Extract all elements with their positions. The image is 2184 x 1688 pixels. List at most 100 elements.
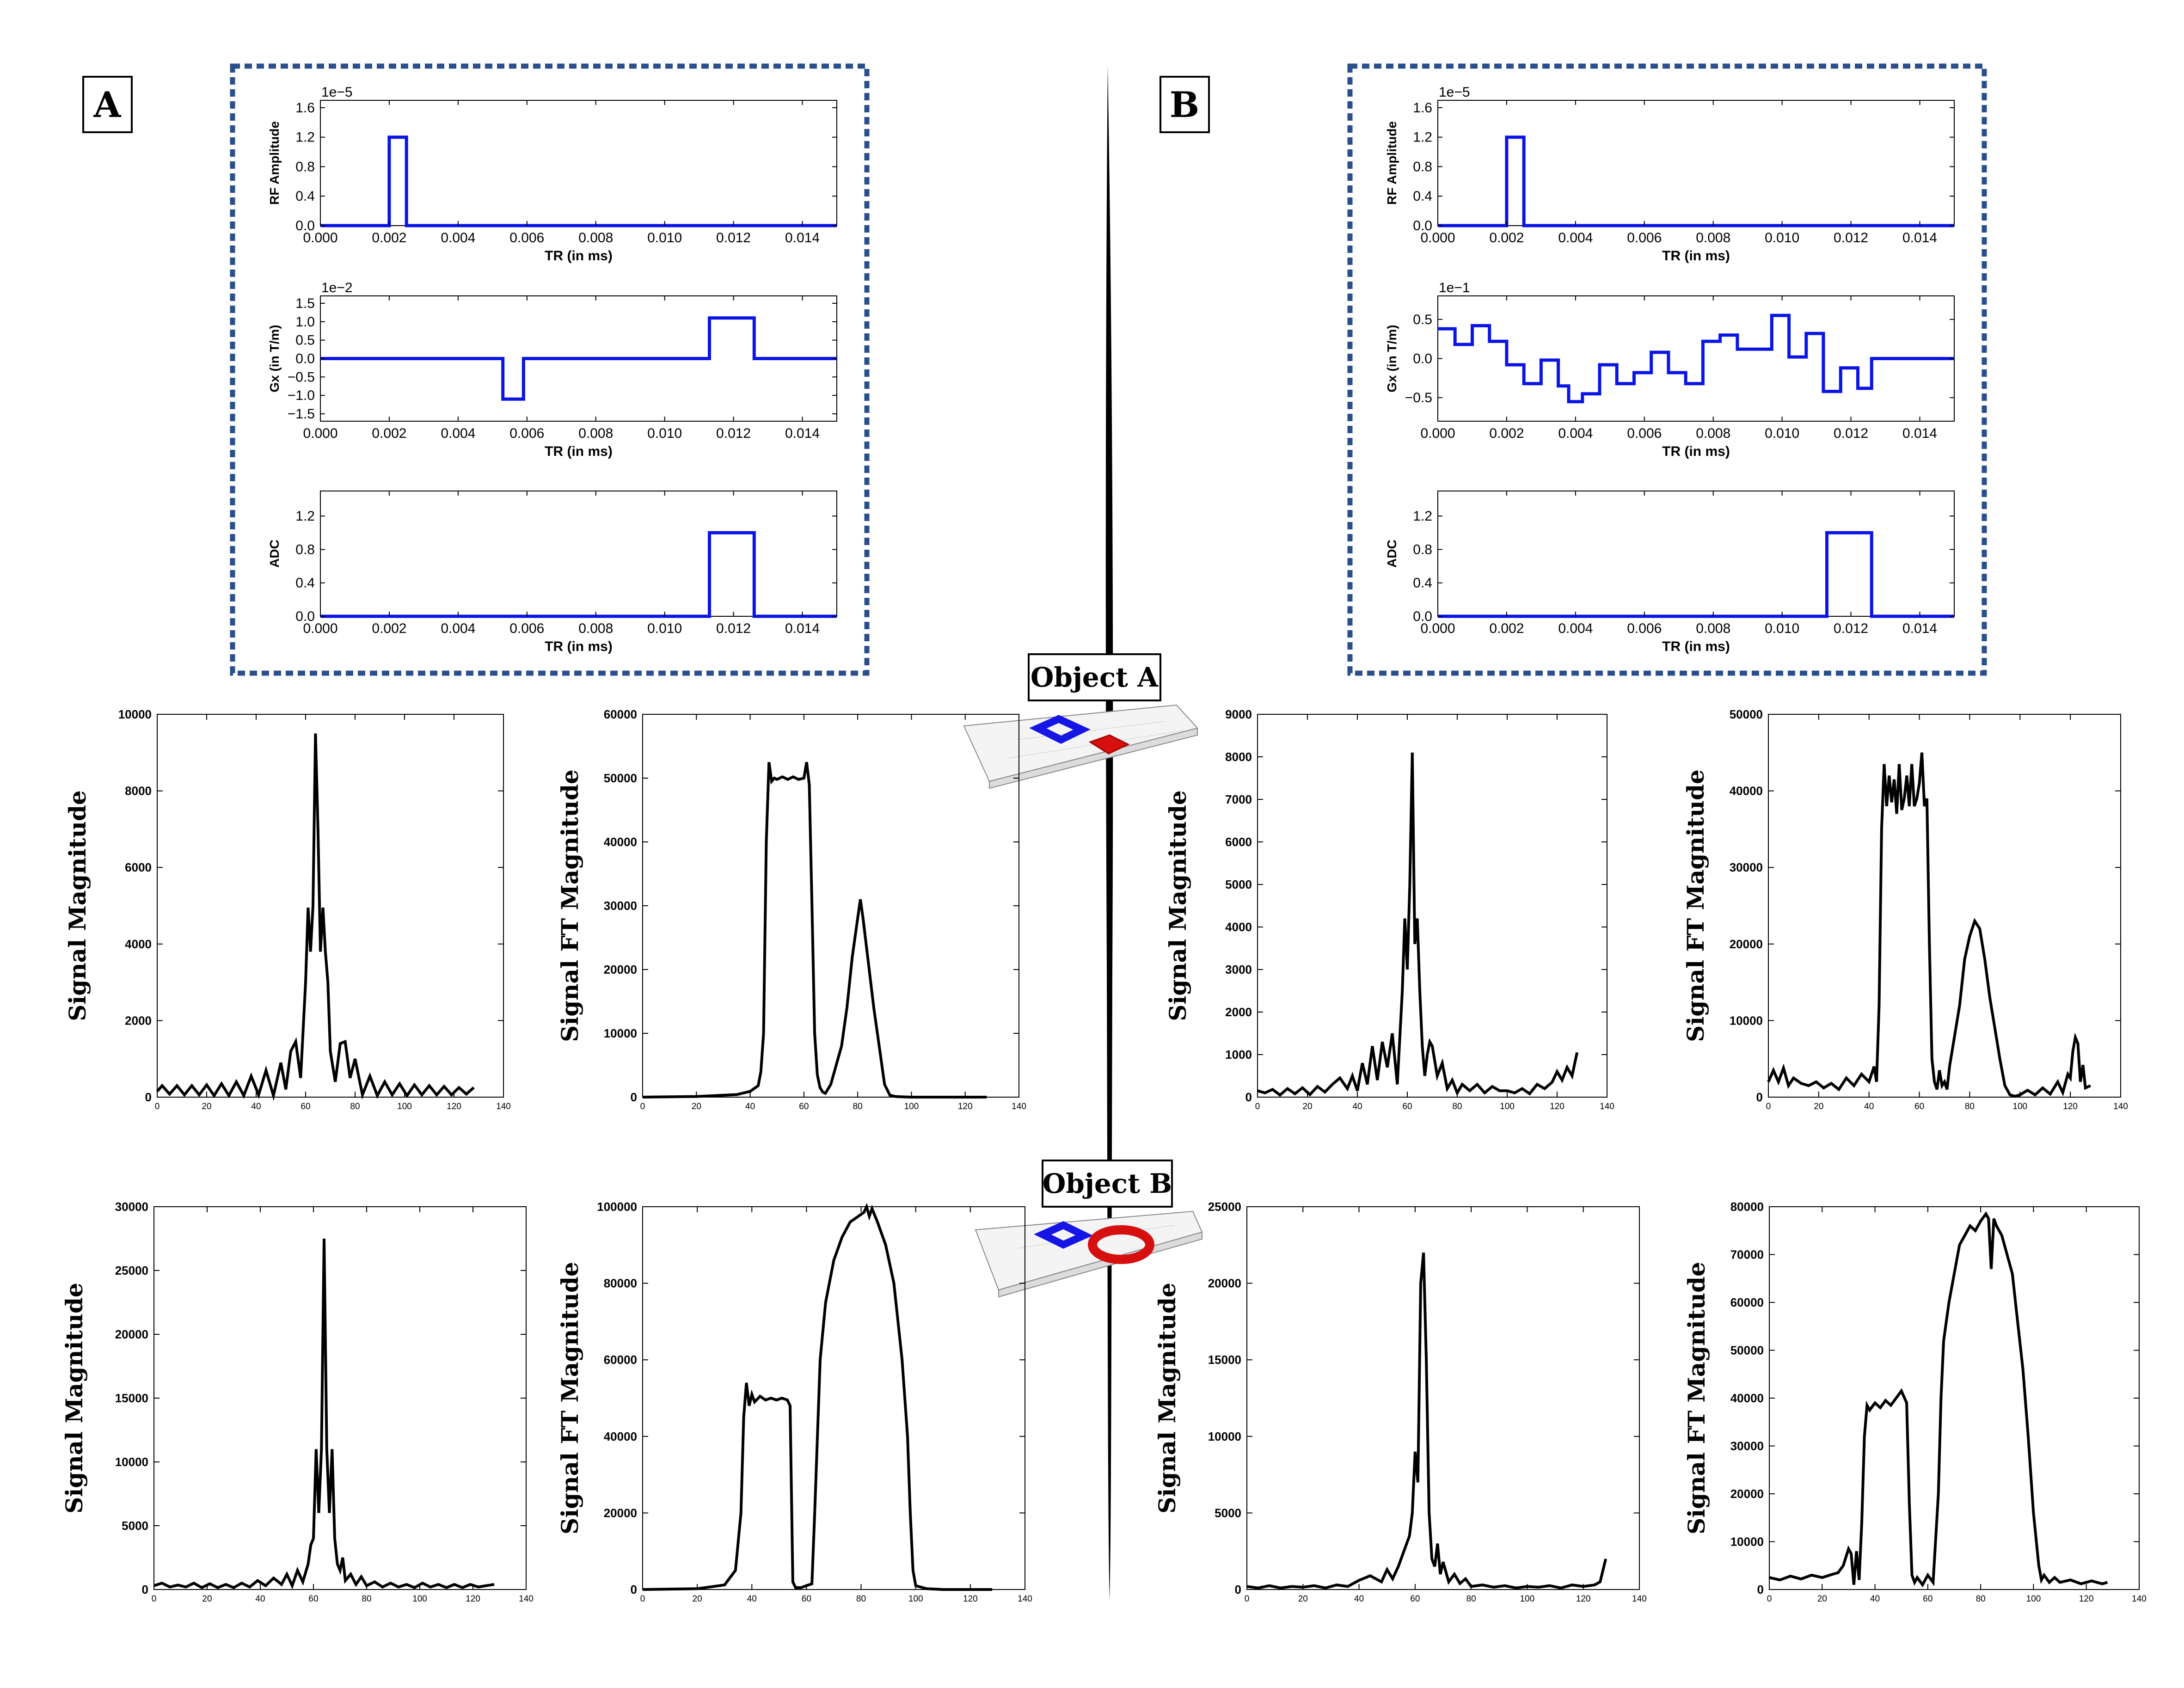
- y-tick-label: 1.2: [1413, 509, 1432, 524]
- y-tick-label: 0: [1757, 1583, 1764, 1596]
- x-tick-label: 60: [1402, 1102, 1412, 1111]
- x-tick-label: 20: [1817, 1594, 1827, 1604]
- plot-frame: [1769, 1206, 2140, 1590]
- x-tick-label: 0.004: [441, 230, 475, 246]
- x-tick-label: 0.002: [1489, 426, 1524, 441]
- y-tick-label: 1.5: [295, 296, 315, 311]
- x-tick-label: 0.008: [578, 621, 613, 636]
- y-tick-label: 1.2: [295, 509, 315, 524]
- chart-seqB_gx: 0.000 0.002 0.004 0.006 0.008 0.010 0.012 0.014…: [1385, 280, 1955, 459]
- x-tick-label: 0: [1767, 1594, 1772, 1604]
- x-tick-label: 100: [2012, 1102, 2027, 1111]
- x-axis-label: TR (in ms): [1662, 444, 1730, 459]
- y-axis-label: ADC: [1385, 540, 1399, 568]
- panel-label-a: A: [93, 84, 122, 125]
- series-line: [320, 135, 837, 227]
- y-tick-label: 50000: [1730, 1344, 1764, 1357]
- y-tick-label: 60000: [1730, 1295, 1764, 1309]
- x-tick-label: 40: [255, 1594, 265, 1604]
- y-tick-label: 40000: [1730, 1391, 1764, 1405]
- y-tick-label: 0: [631, 1583, 637, 1596]
- y-axis-label: RF Amplitude: [1385, 121, 1399, 205]
- x-tick-label: 0.014: [785, 230, 820, 246]
- x-tick-label: 0.000: [303, 230, 337, 246]
- x-tick-label: 0: [155, 1102, 160, 1111]
- y-tick-label: 20000: [115, 1327, 148, 1341]
- y-tick-label: 0.0: [1413, 351, 1432, 367]
- y-tick-label: 6000: [1225, 835, 1252, 849]
- y-tick-label: 0: [1756, 1090, 1763, 1104]
- y-axis-label: RF Amplitude: [267, 121, 282, 205]
- y-tick-label: 60000: [604, 1353, 637, 1367]
- y-tick-label: 8000: [1225, 750, 1252, 764]
- x-tick-label: 0.006: [509, 230, 544, 246]
- x-tick-label: 60: [802, 1594, 811, 1604]
- x-tick-label: 0.000: [1420, 621, 1455, 636]
- y-tick-label: 0.8: [1413, 159, 1432, 174]
- y-tick-label: 20000: [1730, 1487, 1764, 1501]
- y-tick-label: 2000: [125, 1013, 152, 1027]
- x-tick-label: 80: [362, 1594, 371, 1604]
- y-tick-label: 10000: [1730, 1013, 1763, 1027]
- y-axis-label: Signal FT Magnitude: [556, 1262, 583, 1535]
- x-axis-label: TR (in ms): [545, 248, 613, 264]
- y-axis-label: Gx (in T/m): [1385, 325, 1399, 392]
- series-line: [1438, 135, 1954, 227]
- y-tick-label: 4000: [1225, 920, 1252, 934]
- chart-seqA_gx: 0.000 0.002 0.004 0.006 0.008 0.010 0.012 0.014…: [267, 280, 837, 459]
- y-axis-label: Signal FT Magnitude: [556, 769, 583, 1042]
- x-tick-label: 0.012: [716, 426, 751, 441]
- y-tick-label: 0.4: [295, 189, 315, 204]
- y-tick-label: 0.4: [1413, 189, 1432, 204]
- y-axis-label: Signal Magnitude: [1153, 1283, 1181, 1514]
- x-tick-label: 40: [1864, 1102, 1874, 1111]
- x-tick-label: 60: [1923, 1594, 1932, 1604]
- x-tick-label: 40: [1352, 1102, 1362, 1111]
- plot-frame: [320, 491, 837, 617]
- x-tick-label: 100: [1520, 1594, 1535, 1604]
- plot-frame: [157, 714, 504, 1098]
- object-b-label: Object B: [1043, 1168, 1172, 1199]
- x-tick-label: 0.008: [578, 230, 613, 246]
- y-tick-label: −0.5: [288, 369, 315, 385]
- y-tick-label: 20000: [1730, 937, 1763, 951]
- x-tick-label: 140: [1632, 1594, 1647, 1604]
- x-tick-label: 140: [2132, 1594, 2147, 1604]
- y-tick-label: 0.0: [295, 218, 315, 233]
- y-tick-label: −1.0: [288, 388, 315, 403]
- y-tick-label: 10000: [1730, 1535, 1764, 1549]
- x-tick-label: 100: [908, 1594, 923, 1604]
- y-tick-label: 0: [1245, 1090, 1252, 1104]
- chart-sigB_objB: 0 20 40 60 80 100 120 140 0 5000 10000 15000 20000 25…: [1153, 1200, 1647, 1604]
- y-tick-label: 50000: [604, 771, 637, 785]
- x-tick-label: 0.006: [1627, 230, 1662, 246]
- y-tick-label: 0: [1235, 1583, 1241, 1596]
- y-axis-label: Signal Magnitude: [61, 1283, 88, 1514]
- x-tick-label: 0.000: [303, 426, 337, 441]
- x-tick-label: 0.010: [647, 621, 682, 636]
- y-tick-label: 0: [145, 1090, 152, 1104]
- y-tick-label: 3000: [1225, 963, 1252, 976]
- x-tick-label: 0: [640, 1594, 645, 1604]
- y-tick-label: 30000: [115, 1200, 148, 1214]
- axis-exponent: 1e−2: [321, 280, 353, 295]
- x-tick-label: 0.006: [509, 426, 544, 441]
- series-line: [1767, 752, 2091, 1098]
- chart-seqA_adc: 0.000 0.002 0.004 0.006 0.008 0.010 0.012 0.014…: [267, 491, 837, 654]
- chart-sigB_objA: 0 20 40 60 80 100 120 140 0 1000 2000 3000 4000 5000 6…: [1164, 707, 1614, 1111]
- y-tick-label: 30000: [1730, 860, 1763, 874]
- x-tick-label: 0.006: [1627, 621, 1662, 636]
- x-tick-label: 0.004: [1558, 230, 1593, 246]
- x-tick-label: 120: [2063, 1102, 2078, 1111]
- object-b-3d-render: [975, 1210, 1203, 1298]
- x-tick-label: 0.004: [1558, 426, 1593, 441]
- y-tick-label: 2000: [1225, 1005, 1252, 1019]
- x-tick-label: 80: [350, 1102, 360, 1111]
- x-tick-label: 0.010: [647, 426, 682, 441]
- x-tick-label: 0.012: [716, 621, 751, 636]
- x-axis-label: TR (in ms): [545, 639, 613, 654]
- y-axis-label: Signal Magnitude: [1164, 790, 1191, 1021]
- y-tick-label: 1.2: [1413, 130, 1432, 145]
- x-tick-label: 0.014: [1902, 230, 1937, 246]
- x-tick-label: 0.012: [1834, 230, 1868, 246]
